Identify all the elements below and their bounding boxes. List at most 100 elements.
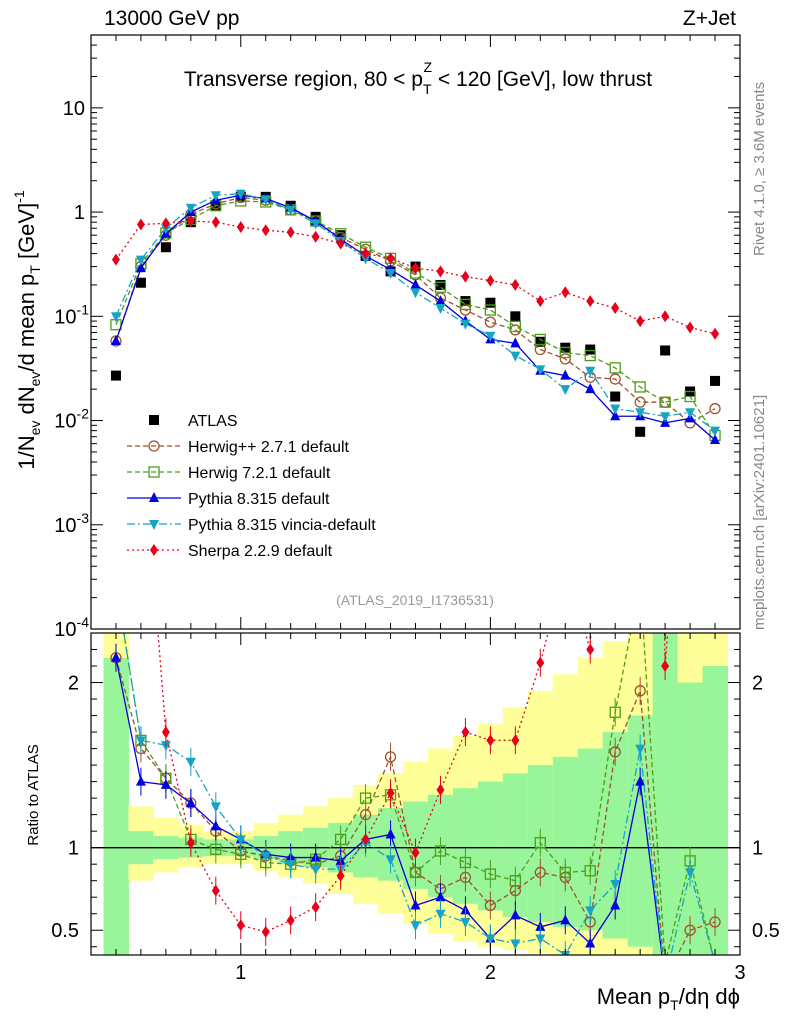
- process-label: Z+Jet: [683, 7, 736, 30]
- data-point: [484, 316, 497, 328]
- legend-entry: Pythia 8.315 default: [127, 491, 330, 508]
- data-point: [435, 304, 446, 315]
- data-point: [634, 396, 646, 408]
- series-herwig-2-7-1-default: [110, 191, 721, 429]
- series-line: [115, 200, 716, 436]
- data-point: [286, 226, 295, 239]
- data-point: [484, 304, 497, 316]
- data-point: [535, 336, 546, 347]
- data-point: [110, 334, 121, 345]
- legend-entry: Pythia 8.315 vincia-default: [127, 517, 376, 534]
- ratio-point: [610, 879, 621, 890]
- ratio-point: [435, 909, 446, 920]
- data-point: [459, 298, 472, 311]
- ratio-point: [559, 866, 571, 879]
- ratio-point: [111, 579, 121, 589]
- legend-marker: [149, 492, 159, 502]
- ratio-point: [211, 884, 220, 897]
- data-point: [160, 242, 171, 253]
- data-point: [411, 262, 420, 275]
- data-point: [660, 345, 671, 356]
- data-point: [559, 353, 571, 365]
- data-point: [710, 434, 721, 445]
- data-point: [434, 281, 447, 293]
- ratio-y-tick-label-right: 1: [752, 838, 763, 860]
- data-point: [385, 269, 396, 280]
- ratio-point: [160, 778, 171, 789]
- y-tick-label: 10: [63, 98, 85, 120]
- ratio-point: [135, 775, 146, 786]
- x-tick-label: 1: [235, 962, 246, 984]
- ratio-point: [111, 578, 121, 588]
- ratio-panel: 0.5 0.5 1 1 2 2 1 2 3 Ratio to ATLAS Mean pT/dη …: [25, 544, 780, 1013]
- ratio-point: [511, 734, 520, 747]
- data-point: [410, 288, 421, 299]
- y-tick-label: 10-3: [54, 510, 89, 537]
- legend-entry: Herwig++ 2.7.1 default: [127, 439, 350, 456]
- data-point: [236, 220, 245, 233]
- data-point: [561, 286, 570, 299]
- data-point: [535, 365, 546, 376]
- legend-entry: Herwig 7.2.1 default: [127, 465, 331, 482]
- data-point: [585, 366, 596, 377]
- legend-entry: ATLAS: [149, 413, 238, 430]
- ratio-point: [311, 901, 320, 914]
- analysis-label: (ATLAS_2019_I1736531): [336, 592, 494, 608]
- data-point: [511, 278, 520, 291]
- ratio-y-tick-label: 0.5: [51, 920, 79, 942]
- data-point: [586, 295, 595, 308]
- ratio-point: [285, 860, 296, 871]
- data-point: [709, 403, 721, 415]
- ratio-point: [410, 899, 421, 910]
- ratio-point: [334, 833, 347, 846]
- series-line: [115, 193, 716, 432]
- data-point: [610, 410, 621, 421]
- ratio-point: [135, 736, 146, 747]
- data-point: [660, 412, 671, 423]
- data-point: [634, 381, 646, 393]
- data-point: [110, 312, 121, 323]
- data-point: [410, 278, 421, 289]
- data-point: [261, 224, 270, 237]
- data-point: [161, 217, 170, 230]
- ratio-point: [609, 746, 621, 758]
- data-point: [361, 247, 370, 260]
- svg-text:1/Nev dNev/d mean pT [GeV]-1: 1/Nev dNev/d mean pT [GeV]-1: [11, 190, 43, 470]
- uncertainty-band-green: [477, 781, 504, 911]
- x-tick-label: 3: [734, 962, 745, 984]
- ratio-point: [585, 906, 596, 917]
- ratio-point: [536, 656, 545, 669]
- ratio-point: [385, 828, 396, 839]
- data-point: [436, 265, 445, 278]
- ratio-point: [210, 820, 221, 831]
- ratio-point: [534, 837, 546, 849]
- uncertainty-band-green: [677, 682, 704, 955]
- rivet-label: Rivet 4.1.0, ≥ 3.6M events: [751, 82, 768, 256]
- ratio-point: [711, 544, 719, 556]
- data-point: [710, 375, 721, 386]
- data-point: [560, 369, 571, 380]
- ratio-point: [635, 775, 646, 786]
- ratio-point: [609, 706, 621, 718]
- data-point: [460, 319, 471, 330]
- ratio-point: [661, 660, 670, 673]
- data-point: [685, 408, 696, 419]
- ratio-y-tick-label: 1: [68, 838, 79, 860]
- ratio-point: [584, 865, 596, 877]
- data-point: [509, 320, 521, 333]
- data-point: [111, 253, 120, 266]
- legend-label: Herwig++ 2.7.1 default: [188, 439, 350, 456]
- ratio-point: [660, 958, 670, 968]
- data-point: [510, 337, 521, 348]
- main-panel: 10-4 10-3 10-2 10-1 1 10 Transverse region, 8…: [11, 34, 741, 641]
- data-point: [711, 327, 720, 340]
- y-axis-label: 1/Nev dNev/d mean pT [GeV]-1: [11, 190, 43, 470]
- ratio-point: [684, 924, 696, 936]
- data-point: [485, 331, 496, 342]
- ratio-point: [484, 899, 497, 912]
- plot-title: Transverse region, 80 < pTZ < 120 [GeV],…: [184, 59, 652, 97]
- y-tick-label: 10-2: [54, 406, 89, 433]
- ratio-point: [385, 855, 396, 866]
- series-pythia-8-315-default: [110, 189, 721, 445]
- data-point: [584, 349, 596, 362]
